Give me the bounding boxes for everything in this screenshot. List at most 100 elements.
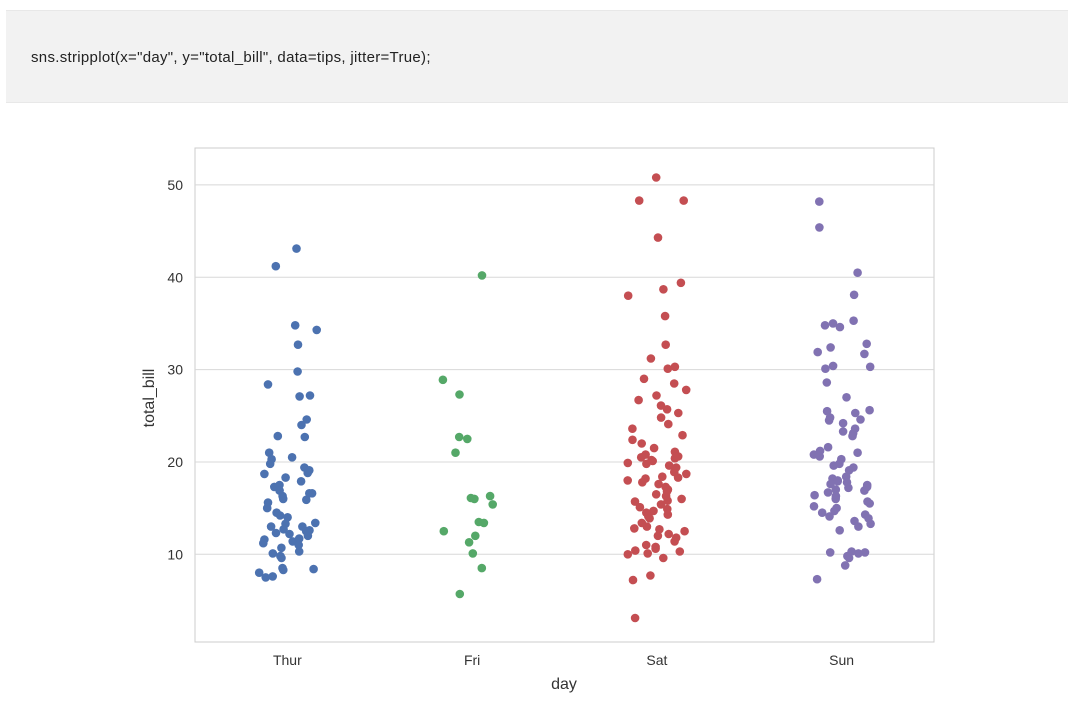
point-fri bbox=[468, 549, 478, 558]
point-fri bbox=[463, 434, 472, 444]
point-sun bbox=[810, 490, 819, 500]
point-sat bbox=[670, 537, 679, 546]
code-line: sns.stripplot(x="day", y="total_bill", d… bbox=[31, 49, 431, 66]
point-thur bbox=[254, 568, 264, 577]
point-thur bbox=[279, 565, 288, 575]
point-sat bbox=[651, 544, 660, 553]
point-sat bbox=[673, 473, 683, 482]
y-tick-labels: 10 20 30 40 50 bbox=[167, 177, 183, 562]
point-thur bbox=[266, 522, 276, 531]
point-fri bbox=[477, 271, 487, 280]
point-sun bbox=[849, 316, 858, 326]
point-thur bbox=[263, 380, 273, 389]
point-sat bbox=[653, 531, 663, 541]
point-sun bbox=[815, 223, 824, 232]
point-sat bbox=[658, 472, 667, 482]
point-thur bbox=[277, 543, 286, 553]
point-sun bbox=[809, 502, 819, 511]
point-thur bbox=[305, 489, 314, 498]
point-thur bbox=[277, 553, 286, 563]
point-fri bbox=[438, 375, 448, 385]
point-sun bbox=[844, 483, 853, 493]
point-thur bbox=[265, 459, 275, 469]
point-thur bbox=[311, 518, 320, 528]
point-sat bbox=[649, 506, 658, 516]
point-thur bbox=[268, 549, 278, 558]
point-sat bbox=[630, 613, 640, 623]
point-sun bbox=[844, 466, 854, 475]
point-thur bbox=[278, 494, 288, 504]
point-thur bbox=[297, 420, 306, 430]
point-thur bbox=[294, 547, 304, 556]
point-sat bbox=[670, 454, 680, 463]
point-sat bbox=[677, 494, 686, 504]
point-sat bbox=[639, 374, 649, 384]
point-sat bbox=[661, 340, 670, 350]
point-sun bbox=[831, 494, 840, 504]
point-sun bbox=[817, 508, 827, 517]
point-sun bbox=[829, 461, 838, 470]
point-sat bbox=[646, 354, 656, 363]
point-sun bbox=[825, 548, 835, 557]
point-fri bbox=[455, 390, 464, 399]
point-sat bbox=[656, 500, 666, 509]
point-fri bbox=[470, 494, 479, 504]
point-thur bbox=[295, 392, 304, 401]
x-axis-label: day bbox=[551, 676, 577, 693]
point-thur bbox=[292, 244, 301, 253]
point-sat bbox=[662, 405, 672, 414]
y-tick-label: 40 bbox=[167, 269, 183, 285]
point-sat bbox=[628, 435, 637, 445]
point-sat bbox=[663, 496, 672, 506]
point-sun bbox=[838, 427, 848, 436]
point-fri bbox=[485, 491, 495, 501]
point-thur bbox=[309, 564, 318, 574]
point-sat bbox=[676, 278, 686, 288]
point-sun bbox=[842, 393, 851, 402]
point-thur bbox=[259, 538, 268, 548]
point-sun bbox=[815, 452, 824, 461]
gridlines bbox=[195, 184, 934, 555]
point-sun bbox=[856, 415, 865, 424]
point-sat bbox=[656, 413, 666, 422]
y-axis-label: total_bill bbox=[141, 369, 158, 428]
point-sun bbox=[812, 574, 822, 584]
point-fri bbox=[454, 432, 464, 442]
point-sat bbox=[680, 526, 689, 536]
point-thur bbox=[287, 453, 297, 462]
point-fri bbox=[455, 589, 465, 599]
point-sat bbox=[664, 529, 673, 539]
point-thur bbox=[261, 573, 271, 582]
plot-background bbox=[194, 147, 935, 643]
point-sun bbox=[831, 485, 841, 494]
point-thur bbox=[293, 340, 303, 350]
point-sun bbox=[828, 361, 838, 371]
point-sun bbox=[823, 442, 833, 452]
point-sat bbox=[660, 311, 670, 321]
point-thur bbox=[264, 448, 274, 458]
point-sun bbox=[826, 479, 835, 489]
point-sun bbox=[848, 431, 857, 441]
point-sun bbox=[835, 322, 845, 332]
point-sun bbox=[835, 526, 844, 535]
point-sun bbox=[822, 406, 832, 416]
point-thur bbox=[271, 261, 281, 271]
point-sat bbox=[630, 497, 640, 506]
point-sat bbox=[678, 430, 687, 440]
data-points bbox=[254, 173, 875, 623]
point-sun bbox=[860, 486, 869, 495]
point-sun bbox=[815, 197, 824, 206]
x-tick-label: Fri bbox=[464, 652, 480, 668]
point-sat bbox=[643, 549, 652, 558]
point-sat bbox=[642, 522, 652, 531]
point-sun bbox=[860, 349, 869, 359]
point-sat bbox=[659, 285, 668, 294]
point-sat bbox=[653, 233, 663, 242]
point-sun bbox=[824, 416, 834, 425]
point-sat bbox=[663, 510, 673, 519]
point-thur bbox=[260, 469, 269, 479]
point-sat bbox=[651, 490, 661, 499]
point-sat bbox=[664, 461, 674, 470]
point-sun bbox=[853, 448, 862, 458]
